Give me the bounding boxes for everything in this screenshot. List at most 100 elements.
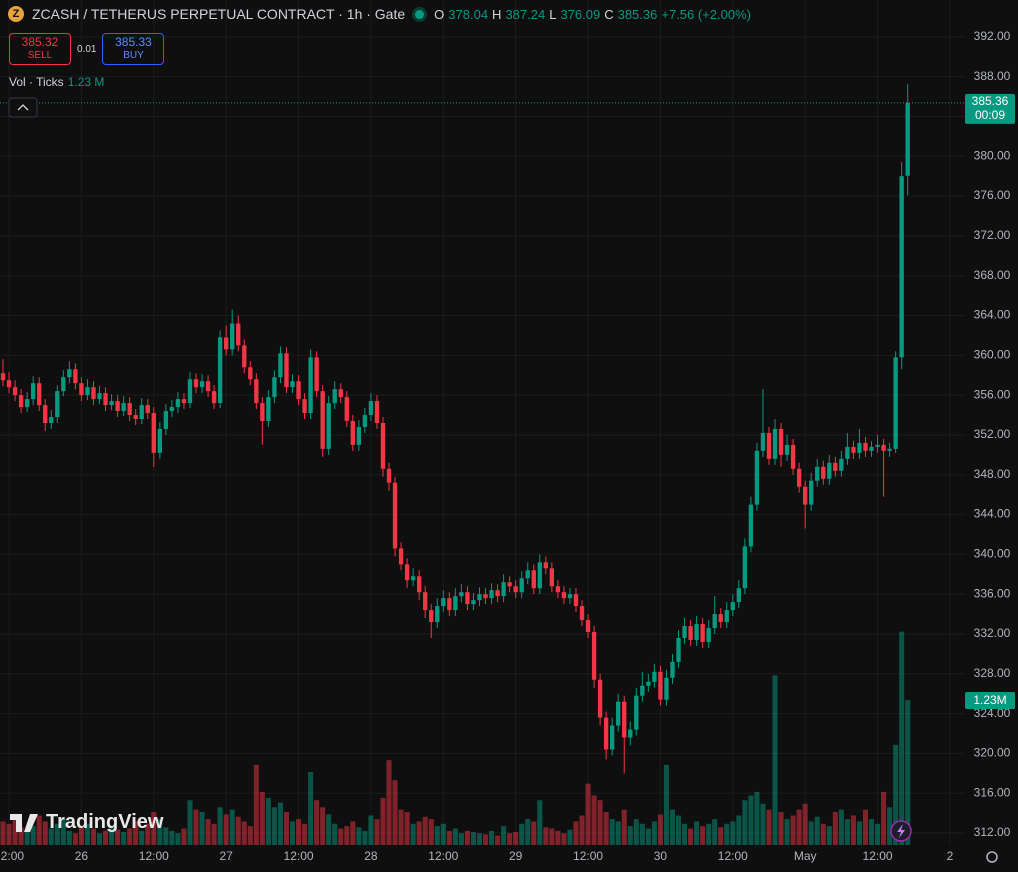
volume-bar — [682, 823, 688, 845]
volume-bar — [724, 823, 730, 845]
y-tick-label: 388.00 — [974, 69, 1011, 83]
volume-bar — [579, 815, 585, 845]
candle-body — [6, 380, 12, 388]
volume-bar — [42, 821, 48, 845]
volume-bar — [121, 832, 127, 845]
volume-bar — [151, 812, 157, 845]
volume-bar — [235, 816, 241, 845]
candle-body — [465, 592, 470, 605]
candle-body — [139, 405, 144, 420]
y-tick-label: 356.00 — [974, 387, 1011, 401]
volume-bar — [730, 821, 736, 845]
candle-body — [549, 568, 555, 587]
volume-bar — [271, 807, 277, 845]
candle-body — [893, 357, 898, 449]
candle-body — [12, 387, 18, 396]
volume-bar — [802, 803, 808, 845]
volume-bar — [875, 823, 881, 845]
candle-body — [24, 399, 30, 408]
volume-bar — [748, 795, 754, 845]
volume-bar — [663, 764, 669, 845]
candle-body — [682, 626, 687, 638]
sell-price: 385.32 — [21, 35, 59, 49]
candle-body — [887, 448, 892, 451]
x-tick-label: 12:00 — [863, 849, 893, 863]
candle-body — [833, 462, 838, 471]
candle-body — [670, 661, 675, 678]
volume-bar — [380, 797, 386, 845]
volume-bar — [350, 821, 356, 845]
candle-body — [827, 462, 832, 479]
candle-body — [585, 620, 591, 633]
x-tick-label: May — [794, 849, 817, 863]
candle-body — [706, 628, 711, 642]
candle-body — [97, 393, 102, 400]
candle-body — [254, 379, 259, 404]
volume-bar — [657, 814, 663, 845]
volume-bar — [205, 819, 211, 845]
volume-bar — [760, 803, 766, 845]
candle-body — [857, 442, 862, 453]
x-tick-label: 12:00 — [139, 849, 169, 863]
candle-body — [694, 624, 699, 640]
volume-bar — [796, 809, 802, 845]
volume-bar — [669, 809, 676, 845]
candle-body — [851, 446, 856, 453]
candle-body — [85, 387, 90, 396]
candle-body — [646, 681, 651, 686]
volume-bar — [139, 830, 145, 845]
volume-axis-label: 1.23M — [973, 693, 1006, 707]
volume-bar — [326, 814, 332, 845]
volume-bar — [718, 827, 724, 845]
candle-body — [410, 576, 416, 581]
volume-bar — [163, 827, 169, 845]
volume-bar — [482, 834, 489, 845]
candle-body — [869, 446, 874, 451]
volume-bar — [694, 821, 700, 845]
candle-body — [513, 586, 518, 593]
volume-bar — [470, 832, 476, 845]
candle-body — [175, 399, 181, 408]
volume-bar — [609, 819, 615, 845]
volume-bar — [844, 819, 850, 845]
volume-bar — [513, 832, 519, 845]
candle-body — [73, 369, 78, 384]
volume-bar — [742, 800, 748, 845]
sell-button[interactable]: 385.32 SELL — [9, 33, 71, 65]
candle-body — [314, 357, 319, 392]
axes: 312.00 316.00 320.00 324.00 328.00 332.00 336.… — [0, 29, 1015, 863]
volume-bar — [826, 826, 832, 845]
collapse-button[interactable] — [8, 97, 38, 118]
volume-bar — [247, 826, 253, 845]
candle-body — [230, 323, 235, 350]
volume-bar — [700, 826, 706, 845]
volume-bar — [537, 800, 543, 845]
volume-bar — [127, 828, 133, 845]
candle-body — [718, 614, 723, 623]
candle-body — [688, 626, 693, 640]
volume-bar — [832, 812, 838, 845]
candle-body — [109, 401, 114, 406]
candle-body — [730, 602, 735, 611]
candle-body — [483, 594, 488, 599]
volume-bar — [96, 833, 103, 845]
y-tick-label: 348.00 — [974, 467, 1011, 481]
y-tick-label: 372.00 — [974, 228, 1011, 242]
volume-bar — [881, 791, 887, 845]
candle-body — [772, 428, 778, 459]
candle-body — [784, 444, 790, 455]
buy-button[interactable]: 385.33 BUY — [102, 33, 165, 65]
y-tick-label: 360.00 — [974, 347, 1011, 361]
candle-body — [18, 395, 24, 408]
settings-button[interactable] — [986, 851, 998, 863]
volume-bar — [567, 829, 573, 845]
candle-body — [67, 369, 72, 378]
y-tick-label: 340.00 — [974, 547, 1011, 561]
volume-bar — [893, 744, 899, 845]
candle-body — [205, 381, 211, 392]
candle-body — [157, 428, 162, 453]
candle-body — [368, 401, 374, 416]
candle-body — [441, 598, 446, 607]
candle-body — [905, 102, 910, 176]
volume-bar — [374, 819, 380, 845]
